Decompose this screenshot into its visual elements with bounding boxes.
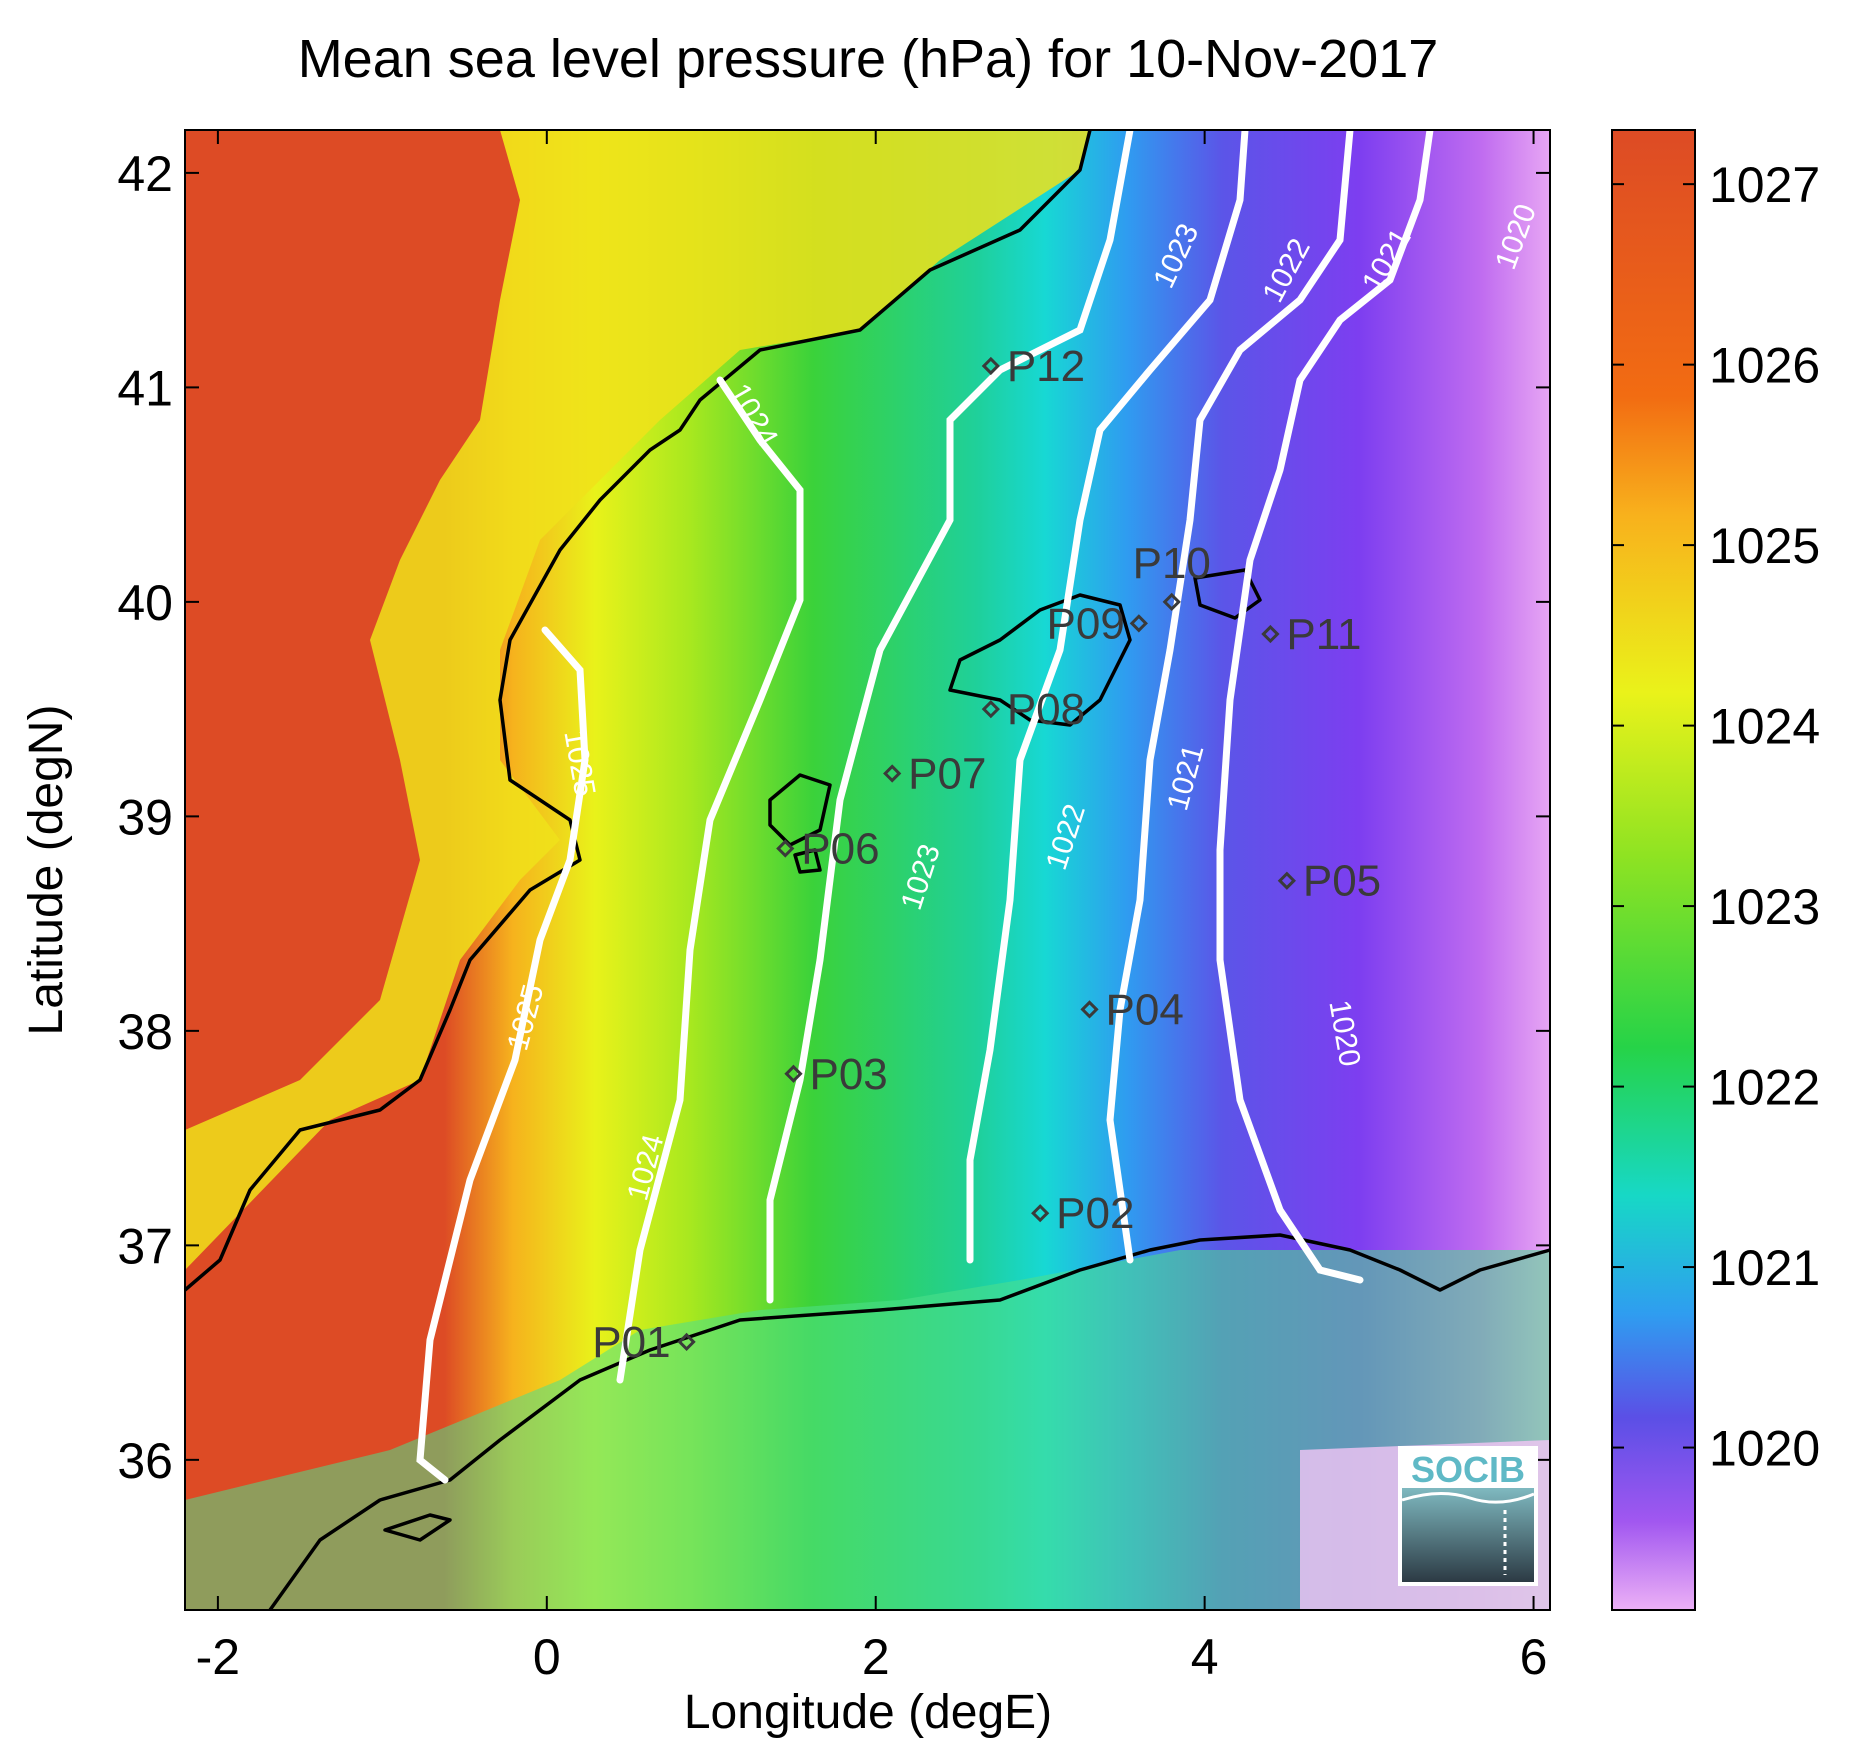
coastline-africa xyxy=(268,1233,1551,1612)
isobar-1021 xyxy=(1106,126,1354,1264)
station-label: P01 xyxy=(592,1318,670,1367)
station-label: P06 xyxy=(801,825,879,874)
station-p07: P07 xyxy=(883,749,986,798)
colorbar: 1027 1026 1025 1024 1023 1022 1021 1020 xyxy=(1611,129,1820,1611)
station-marker xyxy=(981,700,1000,719)
socib-logo-wave xyxy=(1401,1491,1535,1504)
isobars xyxy=(416,126,1434,1484)
station-marker xyxy=(776,839,795,858)
map-plot-area xyxy=(185,130,1550,1610)
isobar-1024 xyxy=(616,376,804,1384)
x-axis: -2 0 2 4 6 xyxy=(196,130,1548,1685)
station-p10: P10 xyxy=(1133,539,1211,612)
y-tick-label: 37 xyxy=(117,1218,173,1274)
station-p12: P12 xyxy=(981,342,1085,391)
station-p05: P05 xyxy=(1277,857,1381,906)
station-label: P08 xyxy=(1007,685,1085,734)
station-p02: P02 xyxy=(1031,1189,1134,1238)
isobar-1025-a xyxy=(416,626,589,1484)
station-marker xyxy=(784,1064,803,1083)
isobar-1020 xyxy=(1216,126,1434,1284)
colorbar-ramp xyxy=(1611,129,1696,1611)
station-label: P05 xyxy=(1303,857,1381,906)
station-marker xyxy=(1129,614,1148,633)
colorbar-tick-label: 1024 xyxy=(1709,699,1820,755)
y-tick-label: 42 xyxy=(117,146,173,202)
station-p01: P01 xyxy=(592,1318,696,1367)
station-p11: P11 xyxy=(1261,610,1361,659)
coastline-ibiza xyxy=(768,773,832,847)
y-axis: 42 41 40 39 38 37 36 xyxy=(117,146,1550,1489)
x-tick-label: 4 xyxy=(1191,1629,1219,1685)
station-label: P04 xyxy=(1106,985,1184,1034)
x-tick-label: 0 xyxy=(533,1629,561,1685)
station-label: P12 xyxy=(1007,342,1085,391)
station-marker xyxy=(677,1332,696,1352)
y-tick-label: 36 xyxy=(117,1433,173,1489)
colorbar-tick-label: 1026 xyxy=(1709,338,1820,394)
colorbar-tick-label: 1022 xyxy=(1709,1060,1820,1116)
colorbar-tick-label: 1020 xyxy=(1709,1421,1820,1477)
station-label: P03 xyxy=(809,1050,887,1099)
station-marker xyxy=(1261,624,1280,644)
plot-frame xyxy=(184,129,1551,1611)
station-marker xyxy=(981,356,1000,376)
isobar-1022 xyxy=(966,126,1249,1264)
socib-logo: SOCIB xyxy=(1398,1446,1538,1586)
y-tick-label: 41 xyxy=(117,360,173,416)
colorbar-tick-label: 1021 xyxy=(1709,1240,1820,1296)
station-label: P07 xyxy=(908,749,986,798)
station-p06: P06 xyxy=(776,825,880,874)
socib-logo-image xyxy=(1402,1488,1534,1582)
x-tick-label: 6 xyxy=(1520,1629,1548,1685)
station-p04: P04 xyxy=(1080,985,1184,1034)
station-label: P02 xyxy=(1056,1189,1134,1238)
station-marker xyxy=(1031,1204,1050,1223)
x-tick-label: -2 xyxy=(196,1629,240,1685)
station-label: P09 xyxy=(1047,599,1125,648)
station-p03: P03 xyxy=(784,1050,888,1099)
station-marker xyxy=(1080,1000,1099,1019)
figure-title: Mean sea level pressure (hPa) for 10-Nov… xyxy=(298,29,1439,89)
y-tick-label: 40 xyxy=(117,575,173,631)
x-tick-label: 2 xyxy=(862,1629,890,1685)
station-label: P11 xyxy=(1286,610,1361,659)
station-marker xyxy=(1277,871,1296,890)
isobar-1023 xyxy=(766,126,1134,1304)
y-axis-label: Latitude (degN) xyxy=(20,705,73,1036)
station-marker xyxy=(1162,592,1181,612)
y-tick-label: 38 xyxy=(117,1004,173,1060)
coastline-formentera xyxy=(793,848,822,874)
coastlines xyxy=(183,129,1551,1612)
socib-logo-text: SOCIB xyxy=(1411,1449,1525,1490)
coastline-menorca xyxy=(1193,568,1262,620)
colorbar-tick-label: 1023 xyxy=(1709,879,1820,935)
station-label: P10 xyxy=(1133,539,1211,588)
coastline-mallorca xyxy=(948,593,1132,727)
station-p08: P08 xyxy=(981,685,1085,734)
colorbar-ticks: 1027 1026 1025 1024 1023 1022 1021 1020 xyxy=(1612,157,1820,1477)
coastline-alboran xyxy=(383,1513,452,1542)
x-axis-label: Longitude (degE) xyxy=(684,1686,1052,1739)
station-p09: P09 xyxy=(1047,599,1148,648)
colorbar-tick-label: 1027 xyxy=(1709,157,1820,213)
y-tick-label: 39 xyxy=(117,789,173,845)
station-marker xyxy=(883,764,902,783)
land-iberia-interior xyxy=(185,130,520,1130)
land-africa xyxy=(185,1250,1550,1610)
coastline-iberia xyxy=(183,129,1092,1292)
colorbar-tick-label: 1025 xyxy=(1709,518,1820,574)
